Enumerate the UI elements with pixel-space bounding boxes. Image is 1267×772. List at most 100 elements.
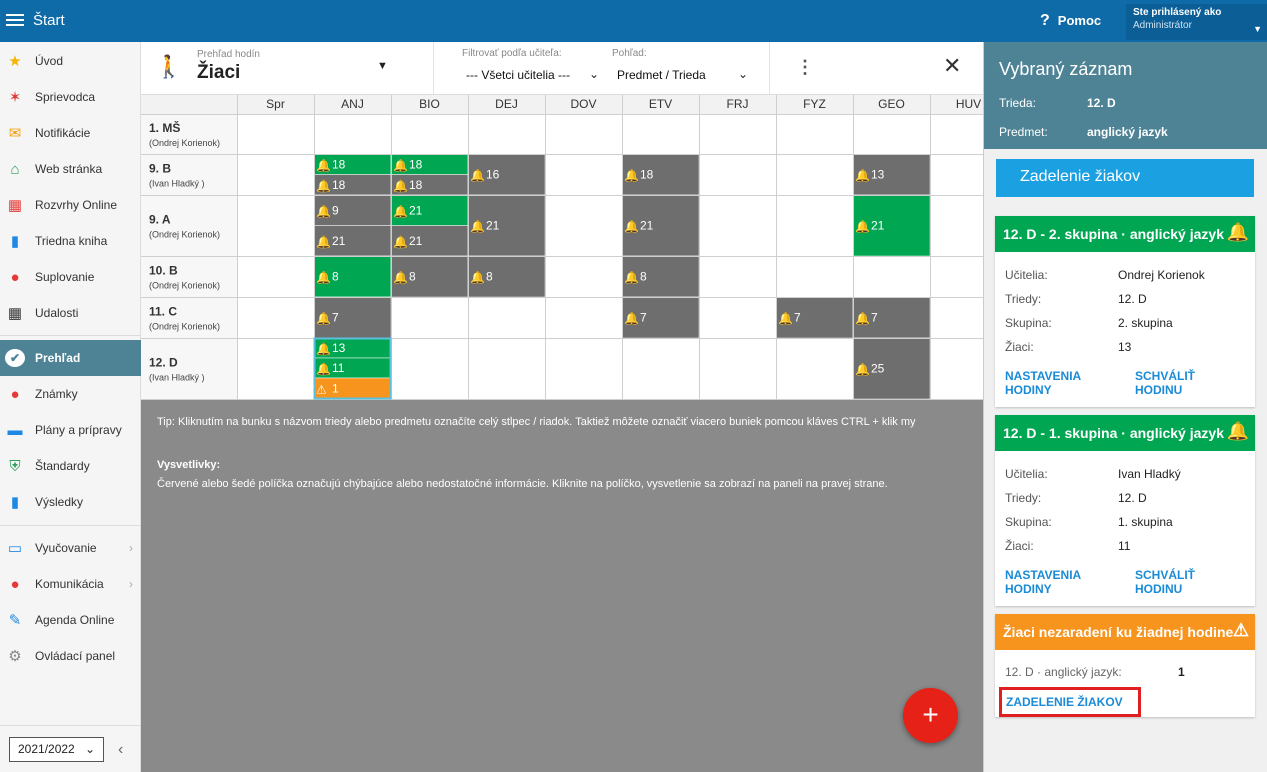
lesson-cell[interactable] xyxy=(467,153,546,196)
group-label: Skupina: xyxy=(1005,515,1052,529)
chevron-down-icon[interactable]: ⌄ xyxy=(738,67,749,81)
page-subtitle: Prehľad hodín xyxy=(197,49,260,60)
sidebar-item-ovl-dac-panel[interactable]: ⚙ Ovládací panel xyxy=(0,638,141,674)
chevron-down-icon[interactable]: ⌄ xyxy=(589,67,600,81)
sidebar-item-zn-mky[interactable]: ● Známky xyxy=(0,376,141,412)
page-title[interactable]: Žiaci xyxy=(197,62,241,83)
chat-icon: ● xyxy=(10,575,20,593)
lesson-cell[interactable] xyxy=(852,337,931,400)
sidebar-item-vyu-ovanie[interactable]: ▭ Vyučovanie › xyxy=(0,530,141,566)
column-header-huv[interactable]: HUV xyxy=(956,97,981,111)
sidebar-item-suplovanie[interactable]: ● Suplovanie xyxy=(0,259,141,295)
assign-students-button[interactable]: Zadelenie žiakov xyxy=(996,159,1254,197)
chevron-right-icon: › xyxy=(129,577,133,591)
approve-lesson-link[interactable]: SCHVÁLIŤ HODINU xyxy=(1135,369,1195,397)
bell-icon: 🔔 xyxy=(316,271,331,285)
view-select[interactable]: Predmet / Trieda xyxy=(617,68,706,82)
school-year-select[interactable]: 2021/2022 ⌄ xyxy=(9,737,104,762)
sidebar-item-agenda-online[interactable]: ✎ Agenda Online xyxy=(0,602,141,638)
row-header-class[interactable]: 1. MŠ xyxy=(149,120,180,135)
lesson-cell[interactable] xyxy=(467,255,546,298)
open-book-icon: ▭ xyxy=(7,540,23,557)
user-name: Administrátor xyxy=(1133,20,1192,31)
row-header-class[interactable]: 9. A xyxy=(149,213,171,227)
sidebar-item-udalosti[interactable]: ▦ Udalosti xyxy=(0,295,141,331)
home-icon: ⌂ xyxy=(10,160,20,178)
sidebar-item-web-str-nka[interactable]: ⌂ Web stránka xyxy=(0,151,141,187)
lesson-settings-link[interactable]: NASTAVENIA HODINY xyxy=(1005,568,1081,596)
column-header-spr[interactable]: Spr xyxy=(266,97,285,111)
row-header-teacher: (Ondrej Korienok) xyxy=(149,281,220,291)
wand-icon: ✶ xyxy=(8,89,22,106)
selected-cell-outline xyxy=(313,337,392,400)
row-header-class[interactable]: 12. D xyxy=(149,356,178,370)
lesson-cell[interactable] xyxy=(621,194,700,257)
lesson-cell[interactable] xyxy=(852,296,931,339)
row-header-teacher: (Ondrej Korienok) xyxy=(149,230,220,240)
add-button[interactable]: + xyxy=(903,688,958,743)
sidebar-item-triedna-kniha[interactable]: ▮ Triedna kniha xyxy=(0,223,141,259)
lesson-cell[interactable] xyxy=(775,296,854,339)
sidebar-item-preh-ad[interactable]: ✔ Prehľad xyxy=(0,340,141,376)
column-header-frj[interactable]: FRJ xyxy=(727,97,749,111)
lesson-count: 8 xyxy=(332,270,339,284)
lesson-cell[interactable] xyxy=(313,225,392,257)
warning-icon: ⚠ xyxy=(316,383,327,397)
teacher-filter-select[interactable]: --- Všetci učitelia --- xyxy=(466,68,571,82)
lesson-cell[interactable] xyxy=(852,194,931,257)
bell-icon: 🔔 xyxy=(470,220,485,234)
lesson-cell[interactable] xyxy=(313,255,392,298)
lesson-card-header[interactable]: 12. D - 1. skupina · anglický jazyk 🔔 xyxy=(995,415,1255,451)
classes-value: 12. D xyxy=(1118,292,1147,306)
sidebar-item-sprievodca[interactable]: ✶ Sprievodca xyxy=(0,79,141,115)
sidebar-item-pl-ny-a-pr-pravy[interactable]: ▬ Plány a prípravy xyxy=(0,412,141,448)
bell-icon: 🔔 xyxy=(393,179,408,193)
warning-icon: ⚠ xyxy=(1232,620,1249,640)
user-menu[interactable]: Ste prihlásený ako Administrátor ▼ xyxy=(1126,4,1267,40)
column-header-etv[interactable]: ETV xyxy=(649,97,672,111)
lesson-cell[interactable] xyxy=(390,194,469,226)
unassigned-card-header[interactable]: Žiaci nezaradení ku žiadnej hodine ⚠ xyxy=(995,614,1255,650)
more-options-icon[interactable]: ⋮ xyxy=(796,57,814,77)
row-header-class[interactable]: 10. B xyxy=(149,264,178,278)
sidebar-item-v-sledky[interactable]: ▮ Výsledky xyxy=(0,484,141,520)
approve-lesson-link[interactable]: SCHVÁLIŤ HODINU xyxy=(1135,568,1195,596)
bell-icon: 🔔 xyxy=(1226,421,1249,441)
group-label: Skupina: xyxy=(1005,316,1052,330)
row-header-teacher: (Ivan Hladký ) xyxy=(149,373,205,383)
sidebar-item--vod[interactable]: ★ Úvod xyxy=(0,43,141,79)
lesson-count: 7 xyxy=(871,311,878,325)
sidebar-item-label: Vyučovanie xyxy=(35,541,97,555)
sidebar-item-notifik-cie[interactable]: ✉ Notifikácie xyxy=(0,115,141,151)
row-header-class[interactable]: 9. B xyxy=(149,162,171,176)
hamburger-menu-icon[interactable] xyxy=(6,11,24,29)
row-header-teacher: (Ivan Hladký ) xyxy=(149,179,205,189)
assign-students-link[interactable]: ZADELENIE ŽIAKOV xyxy=(999,687,1141,717)
column-header-dej[interactable]: DEJ xyxy=(495,97,518,111)
lesson-cell[interactable] xyxy=(313,296,392,339)
classes-value: 12. D xyxy=(1118,491,1147,505)
column-header-anj[interactable]: ANJ xyxy=(341,97,364,111)
column-header-geo[interactable]: GEO xyxy=(878,97,905,111)
lesson-cell[interactable] xyxy=(621,296,700,339)
sidebar-item-label: Ovládací panel xyxy=(35,649,116,663)
bell-icon: 🔔 xyxy=(624,169,639,183)
sidebar-item--tandardy[interactable]: ⛨ Štandardy xyxy=(0,448,141,484)
class-label: Trieda: xyxy=(999,96,1036,110)
column-header-bio[interactable]: BIO xyxy=(419,97,440,111)
sidebar-item-label: Suplovanie xyxy=(35,270,95,284)
column-header-fyz[interactable]: FYZ xyxy=(803,97,826,111)
app-title[interactable]: Štart xyxy=(33,12,65,29)
lesson-card-header[interactable]: 12. D - 2. skupina · anglický jazyk 🔔 xyxy=(995,216,1255,252)
sidebar-item-rozvrhy-online[interactable]: ▦ Rozvrhy Online xyxy=(0,187,141,223)
row-header-class[interactable]: 11. C xyxy=(149,305,177,319)
lesson-settings-link[interactable]: NASTAVENIA HODINY xyxy=(1005,369,1081,397)
title-dropdown-icon[interactable]: ▼ xyxy=(377,60,388,72)
bell-icon: 🔔 xyxy=(316,179,331,193)
close-icon[interactable]: ✕ xyxy=(943,53,962,78)
column-header-dov[interactable]: DOV xyxy=(570,97,596,111)
sidebar-item-label: Notifikácie xyxy=(35,126,91,140)
sidebar-item-komunik-cia[interactable]: ● Komunikácia › xyxy=(0,566,141,602)
collapse-sidebar-icon[interactable]: ‹ xyxy=(118,741,124,758)
help-button[interactable]: ? Pomoc xyxy=(1040,12,1101,30)
